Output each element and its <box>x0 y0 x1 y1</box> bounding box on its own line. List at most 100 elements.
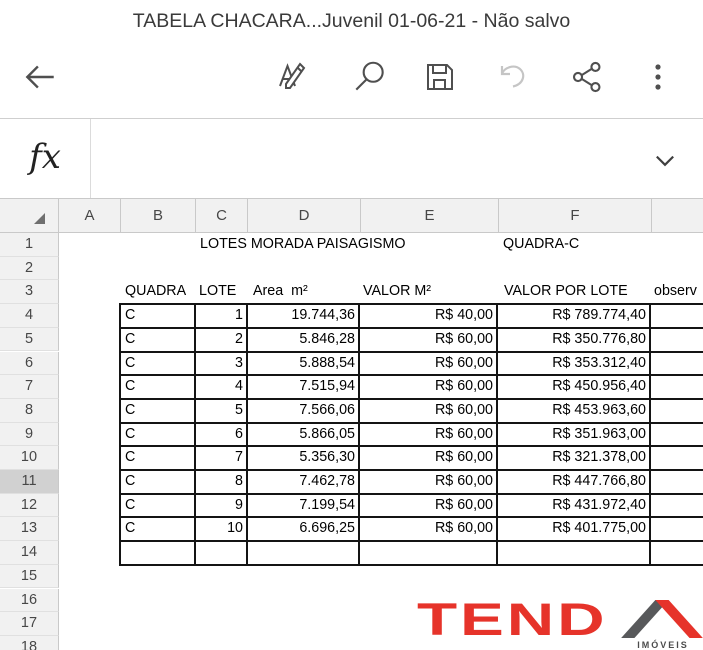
cell-F9[interactable]: R$ 351.963,00 <box>552 425 646 442</box>
cell-E3[interactable]: VALOR M² <box>363 283 432 300</box>
column-header-E[interactable]: E <box>361 198 499 233</box>
column-header-F[interactable]: F <box>499 198 652 233</box>
cell-E11[interactable]: R$ 60,00 <box>434 473 493 489</box>
cell-E9[interactable]: R$ 60,00 <box>434 425 493 442</box>
row-header-4[interactable]: 4 <box>0 304 59 328</box>
fx-button[interactable]: fx <box>0 119 91 198</box>
cell-F13[interactable]: R$ 401.775,00 <box>552 520 646 537</box>
column-header-G[interactable] <box>652 198 703 233</box>
select-all-button[interactable] <box>0 198 59 233</box>
row-header-14[interactable]: 14 <box>0 541 59 565</box>
cell-E8[interactable]: R$ 60,00 <box>434 401 493 418</box>
cell-F10[interactable]: R$ 321.378,00 <box>552 449 646 466</box>
table-border-line <box>496 303 498 566</box>
cell-F7[interactable]: R$ 450.956,40 <box>552 378 646 395</box>
cell-F3[interactable]: VALOR POR LOTE <box>504 283 628 300</box>
cell-D12[interactable]: 7.199,54 <box>299 496 355 513</box>
table-border-line <box>358 303 360 566</box>
cell-B3[interactable]: QUADRA <box>125 283 187 300</box>
row-header-7[interactable]: 7 <box>0 375 59 399</box>
share-button[interactable] <box>567 57 607 97</box>
cell-D9[interactable]: 5.866,05 <box>299 425 355 442</box>
row-header-2[interactable]: 2 <box>0 256 59 281</box>
cell-C3[interactable]: LOTE <box>199 283 237 300</box>
format-text-button[interactable] <box>274 57 314 97</box>
cell-B5[interactable]: C <box>125 330 136 347</box>
formula-expand-button[interactable] <box>648 146 682 176</box>
cell-D3[interactable]: Area m² <box>253 283 308 300</box>
cell-C13[interactable]: 10 <box>227 520 243 537</box>
cell-C7[interactable]: 4 <box>235 378 243 395</box>
undo-icon <box>492 59 532 95</box>
table-border-line <box>119 563 703 566</box>
cell-C6[interactable]: 3 <box>235 354 243 371</box>
cell-B11[interactable]: C <box>125 473 136 489</box>
cell-E4[interactable]: R$ 40,00 <box>434 307 493 324</box>
overflow-menu-button[interactable] <box>638 57 678 97</box>
row-header-6[interactable]: 6 <box>0 351 59 376</box>
row-header-9[interactable]: 9 <box>0 422 59 447</box>
cell-E13[interactable]: R$ 60,00 <box>434 520 493 537</box>
cell-B7[interactable]: C <box>125 378 136 395</box>
column-header-C[interactable]: C <box>196 198 248 233</box>
cell-B13[interactable]: C <box>125 520 136 537</box>
cell-D7[interactable]: 7.515,94 <box>299 378 355 395</box>
fx-label: fx <box>29 137 61 177</box>
cell-B4[interactable]: C <box>125 307 136 324</box>
row-header-16[interactable]: 16 <box>0 588 59 613</box>
back-button[interactable] <box>20 57 60 97</box>
cell-C12[interactable]: 9 <box>235 496 243 513</box>
cell-E10[interactable]: R$ 60,00 <box>434 449 493 466</box>
row-header-10[interactable]: 10 <box>0 446 59 470</box>
cell-E6[interactable]: R$ 60,00 <box>434 354 493 371</box>
row-header-3[interactable]: 3 <box>0 280 59 305</box>
cell-B10[interactable]: C <box>125 449 136 466</box>
column-header-B[interactable]: B <box>121 198 196 233</box>
cell-F11[interactable]: R$ 447.766,80 <box>552 473 646 489</box>
cell-C11[interactable]: 8 <box>235 473 243 489</box>
row-header-15[interactable]: 15 <box>0 564 59 589</box>
cell-C9[interactable]: 6 <box>235 425 243 442</box>
column-header-A[interactable]: A <box>59 198 121 233</box>
cell-B12[interactable]: C <box>125 496 136 513</box>
row-header-17[interactable]: 17 <box>0 612 59 636</box>
cell-F4[interactable]: R$ 789.774,40 <box>552 307 646 324</box>
cell-B8[interactable]: C <box>125 401 136 418</box>
cell-D4[interactable]: 19.744,36 <box>291 307 355 324</box>
row-header-18[interactable]: 18 <box>0 635 59 650</box>
cell-G3[interactable]: observ <box>654 283 697 300</box>
row-header-13[interactable]: 13 <box>0 517 59 542</box>
cell-B6[interactable]: C <box>125 354 136 371</box>
row-header-11[interactable]: 11 <box>0 470 59 494</box>
cell-D6[interactable]: 5.888,54 <box>299 354 355 371</box>
cell-E7[interactable]: R$ 60,00 <box>434 378 493 395</box>
cell-F12[interactable]: R$ 431.972,40 <box>552 496 646 513</box>
search-button[interactable] <box>350 57 390 97</box>
cell-F8[interactable]: R$ 453.963,60 <box>552 401 646 418</box>
tenda-logo: TEND IMÓVEIS <box>417 595 703 650</box>
save-button[interactable] <box>420 57 460 97</box>
cell-E12[interactable]: R$ 60,00 <box>434 496 493 513</box>
row-header-8[interactable]: 8 <box>0 398 59 423</box>
cell-D10[interactable]: 5.356,30 <box>299 449 355 466</box>
cell-F6[interactable]: R$ 353.312,40 <box>552 354 646 371</box>
cell-D8[interactable]: 7.566,06 <box>299 401 355 418</box>
cell-C8[interactable]: 5 <box>235 401 243 418</box>
cell-F1[interactable]: QUADRA-C <box>503 236 580 252</box>
cell-E5[interactable]: R$ 60,00 <box>434 330 493 347</box>
cell-C5[interactable]: 2 <box>235 330 243 347</box>
cell-D11[interactable]: 7.462,78 <box>299 473 355 489</box>
cell-C1[interactable]: LOTES MORADA PAISAGISMO <box>200 236 406 252</box>
row-header-5[interactable]: 5 <box>0 327 59 352</box>
cell-B9[interactable]: C <box>125 425 136 442</box>
row-header-12[interactable]: 12 <box>0 493 59 518</box>
cell-C4[interactable]: 1 <box>235 307 243 324</box>
undo-button[interactable] <box>492 57 532 97</box>
column-header-D[interactable]: D <box>248 198 361 233</box>
cell-D13[interactable]: 6.696,25 <box>299 520 355 537</box>
formula-input[interactable] <box>91 119 645 200</box>
cell-C10[interactable]: 7 <box>235 449 243 466</box>
cell-D5[interactable]: 5.846,28 <box>299 330 355 347</box>
row-header-1[interactable]: 1 <box>0 233 59 257</box>
cell-F5[interactable]: R$ 350.776,80 <box>552 330 646 347</box>
